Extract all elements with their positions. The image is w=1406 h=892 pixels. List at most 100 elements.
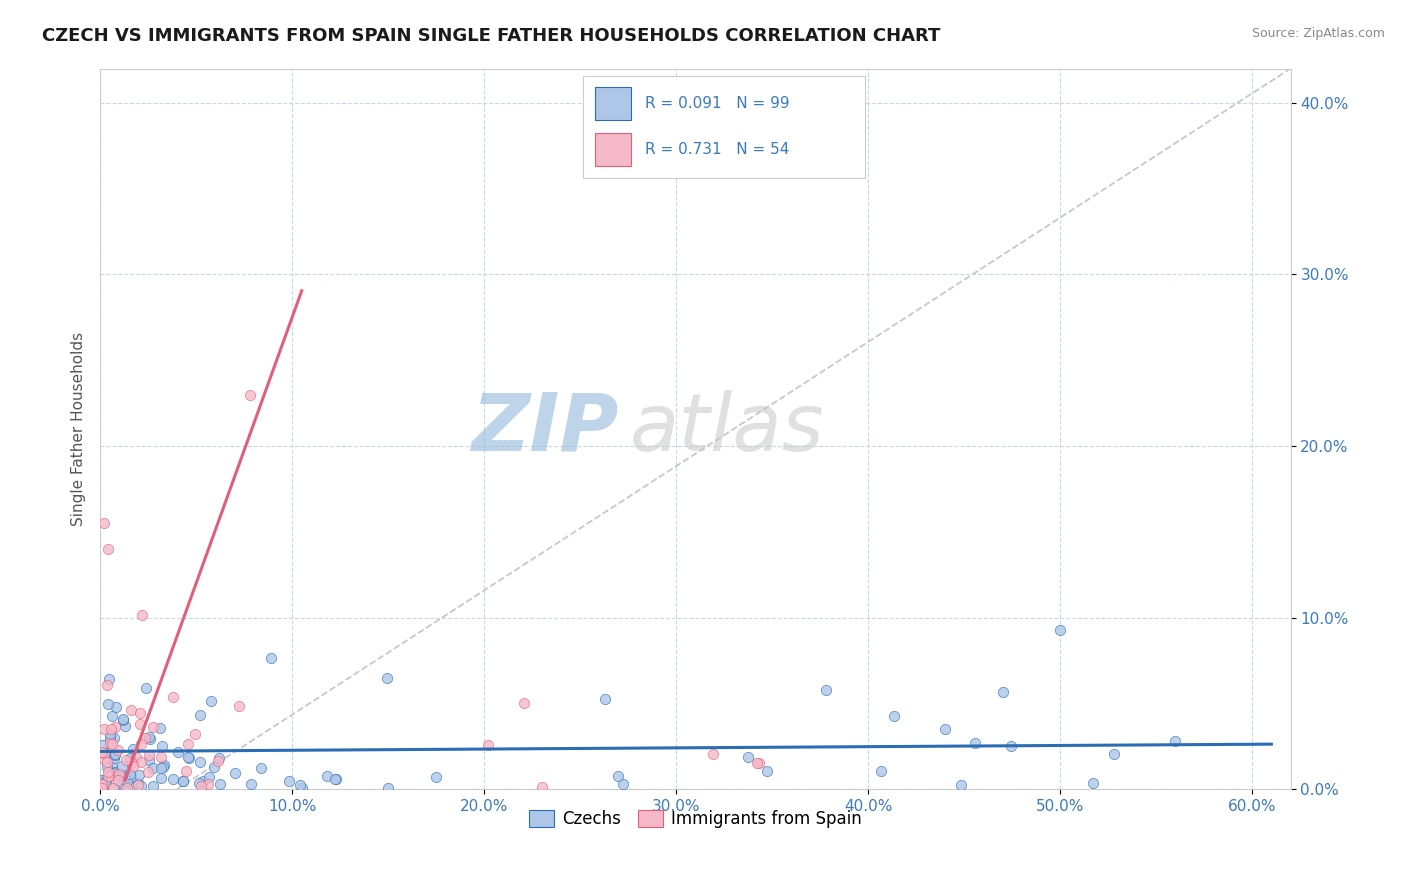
Text: ZIP: ZIP: [471, 390, 619, 468]
Point: [98, 736, 121, 750]
Point: [530, 780, 553, 795]
Point: [108, 766, 131, 780]
Point: [166, 745, 188, 759]
Point: [198, 770, 221, 784]
Text: Source: ZipAtlas.com: Source: ZipAtlas.com: [1251, 27, 1385, 40]
Point: [98, 726, 121, 740]
Point: [748, 756, 770, 771]
Legend: Czechs, Immigrants from Spain: Czechs, Immigrants from Spain: [522, 804, 869, 835]
Point: [870, 764, 893, 779]
Point: [96, 678, 118, 692]
Point: [110, 771, 132, 785]
Point: [107, 742, 129, 756]
Point: [96, 759, 118, 773]
Text: atlas: atlas: [630, 390, 825, 468]
Point: [112, 714, 135, 728]
Point: [115, 773, 138, 788]
Point: [91, 780, 114, 794]
Point: [755, 764, 778, 779]
Point: [112, 712, 135, 726]
Point: [91, 778, 114, 792]
Text: R = 0.731   N = 54: R = 0.731 N = 54: [645, 142, 790, 157]
Point: [174, 764, 197, 779]
Point: [120, 703, 142, 717]
Point: [815, 683, 838, 698]
Point: [963, 736, 986, 750]
Point: [97, 541, 120, 556]
Point: [190, 708, 212, 723]
Point: [129, 706, 152, 720]
Point: [162, 690, 184, 704]
Point: [991, 684, 1014, 698]
Point: [291, 781, 314, 796]
Point: [138, 753, 160, 767]
Point: [97, 697, 120, 711]
Point: [100, 769, 122, 783]
Point: [118, 751, 141, 765]
Point: [1081, 776, 1104, 790]
Point: [1000, 739, 1022, 754]
Point: [197, 777, 219, 791]
Point: [107, 772, 129, 787]
Point: [121, 756, 143, 770]
Point: [224, 765, 246, 780]
Point: [125, 750, 148, 764]
Point: [93, 773, 115, 788]
Point: [129, 755, 152, 769]
Point: [260, 651, 283, 665]
Point: [1164, 734, 1187, 748]
Point: [193, 774, 215, 789]
Point: [142, 719, 165, 733]
Text: CZECH VS IMMIGRANTS FROM SPAIN SINGLE FATHER HOUSEHOLDS CORRELATION CHART: CZECH VS IMMIGRANTS FROM SPAIN SINGLE FA…: [42, 27, 941, 45]
Point: [91, 746, 114, 760]
Point: [91, 776, 114, 790]
Point: [128, 768, 150, 782]
Point: [129, 779, 152, 793]
Point: [200, 694, 222, 708]
Point: [101, 780, 124, 795]
Point: [1102, 747, 1125, 762]
Point: [134, 731, 156, 746]
Point: [96, 755, 118, 769]
Point: [150, 771, 173, 785]
Point: [138, 730, 160, 744]
Point: [239, 387, 262, 401]
Point: [149, 749, 172, 764]
Point: [593, 692, 616, 706]
Point: [127, 779, 149, 793]
Point: [240, 777, 263, 791]
Point: [150, 739, 173, 753]
Point: [209, 777, 232, 791]
Point: [152, 760, 174, 774]
Point: [150, 761, 173, 775]
Point: [152, 758, 174, 772]
Point: [91, 782, 114, 797]
Point: [477, 738, 499, 752]
Point: [103, 780, 125, 795]
Point: [94, 776, 117, 790]
Point: [105, 700, 128, 714]
Point: [97, 765, 120, 780]
Point: [149, 722, 172, 736]
Point: [96, 773, 118, 788]
Point: [120, 771, 142, 785]
Point: [202, 760, 225, 774]
Point: [136, 765, 159, 780]
Y-axis label: Single Father Households: Single Father Households: [72, 332, 86, 526]
Point: [184, 727, 207, 741]
Point: [323, 772, 346, 786]
Point: [97, 769, 120, 783]
Point: [93, 751, 115, 765]
Point: [737, 750, 759, 764]
Point: [98, 731, 121, 746]
Point: [142, 779, 165, 793]
Point: [883, 709, 905, 723]
Point: [172, 774, 194, 789]
Point: [177, 751, 200, 765]
Point: [122, 742, 145, 756]
Point: [91, 773, 114, 788]
Point: [104, 764, 127, 779]
Point: [208, 751, 231, 765]
Point: [111, 758, 134, 772]
Point: [228, 698, 250, 713]
